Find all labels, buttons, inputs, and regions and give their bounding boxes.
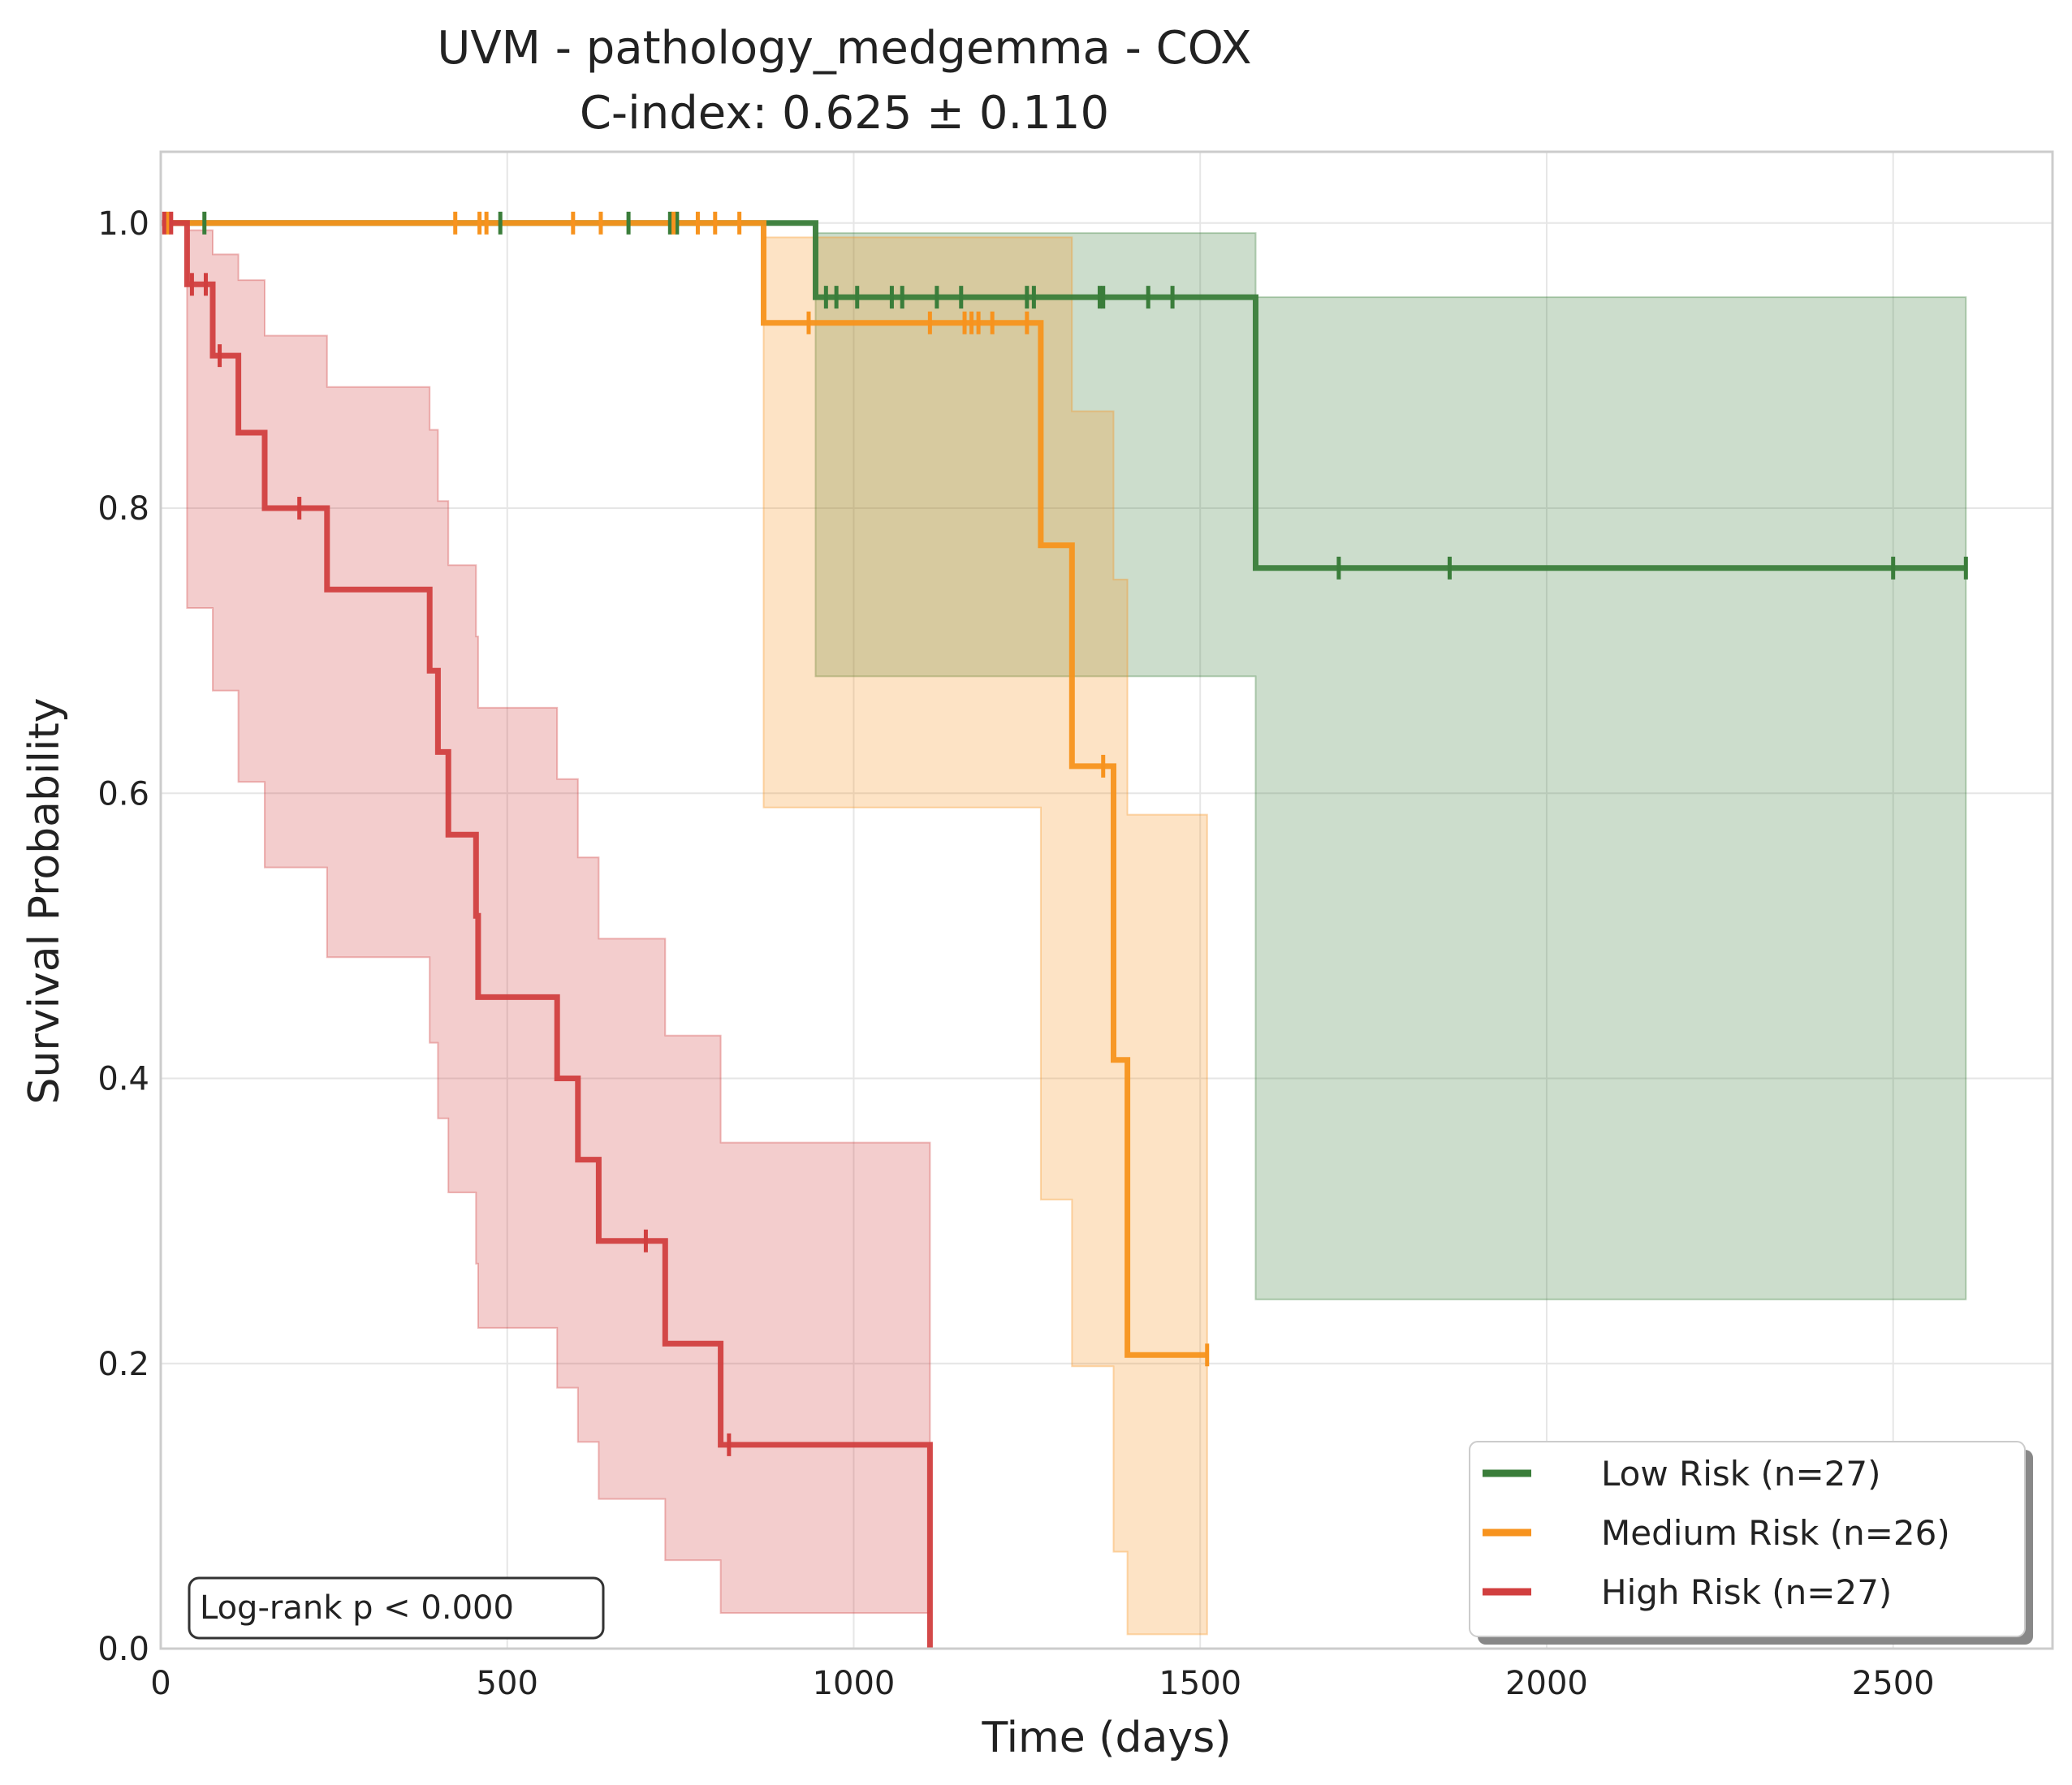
- y-tick-label: 0.0: [97, 1631, 149, 1668]
- grid: [160, 152, 2053, 1649]
- y-tick-label: 1.0: [97, 205, 149, 243]
- x-tick-label: 2000: [1505, 1665, 1588, 1702]
- y-tick-label: 0.8: [97, 490, 149, 528]
- annotation-box: Log-rank p < 0.000: [188, 1576, 605, 1640]
- chart-title: UVM - pathology_medgemma - COX: [437, 22, 1251, 75]
- y-tick-label: 0.4: [97, 1061, 149, 1098]
- censor-marks: [162, 211, 1968, 1456]
- medium-risk-confidence-band: [161, 222, 1208, 1636]
- chart-subtitle: C-index: 0.625 ± 0.110: [580, 87, 1109, 140]
- y-tick-label: 0.2: [97, 1346, 149, 1383]
- high-risk-survival-line: [161, 220, 933, 1649]
- axis-ticks: 0 500 1000 1500 2000 2500 0.0 0.2 0.4 0.6 0.8 1.0: [97, 205, 1934, 1702]
- medium-risk-survival-line: [161, 220, 1207, 1358]
- legend-label-low: Low Risk (n=27): [1601, 1454, 1881, 1494]
- legend-label-high: High Risk (n=27): [1601, 1572, 1892, 1612]
- x-tick-label: 0: [150, 1665, 171, 1702]
- plot-area-border: [159, 150, 2054, 1650]
- x-tick-label: 1500: [1159, 1665, 1241, 1702]
- legend: Low Risk (n=27) Medium Risk (n=26) High …: [1469, 1441, 2033, 1645]
- logrank-annotation: Log-rank p < 0.000: [200, 1589, 514, 1627]
- y-tick-label: 0.6: [97, 775, 149, 813]
- high-risk-confidence-band: [161, 222, 931, 1615]
- legend-label-medium: Medium Risk (n=26): [1601, 1513, 1950, 1553]
- x-tick-label: 2500: [1852, 1665, 1935, 1702]
- x-tick-label: 1000: [813, 1665, 896, 1702]
- confidence-bands: [161, 222, 1967, 1636]
- x-tick-label: 500: [477, 1665, 538, 1702]
- x-axis-label: Time (days): [981, 1714, 1231, 1762]
- y-axis-label: Survival Probability: [20, 697, 69, 1104]
